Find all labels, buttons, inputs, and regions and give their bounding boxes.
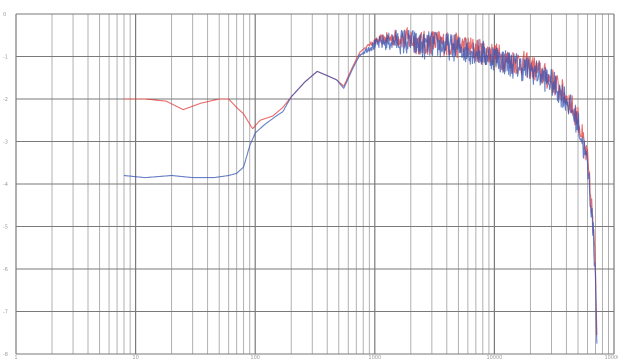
series-group <box>123 27 598 344</box>
y-tick-label: -3 <box>3 140 8 146</box>
series-line-2 <box>123 29 598 344</box>
y-tick-label: -1 <box>3 55 8 61</box>
x-tick-label: 10 <box>132 355 138 360</box>
y-tick-label: -5 <box>3 225 8 231</box>
grid <box>15 13 615 355</box>
y-tick-label: -4 <box>3 182 8 188</box>
x-tick-label: 100000 <box>604 355 618 360</box>
series-line-1 <box>123 27 598 336</box>
x-tick-label: 100 <box>250 355 260 360</box>
x-tick-label: 10000 <box>486 355 502 360</box>
x-tick-label: 1 <box>14 355 17 360</box>
y-tick-label: -7 <box>3 310 8 316</box>
y-tick-label: -8 <box>3 352 8 358</box>
y-tick-label: -2 <box>3 97 8 103</box>
y-tick-label: -6 <box>3 267 8 273</box>
y-tick-label: 0 <box>3 12 6 18</box>
tick-labels: 0 -1 -2 -3 -4 -5 -6 -7 -8 1 10 100 1000 10000 100000 <box>3 12 618 360</box>
x-tick-label: 1000 <box>368 355 381 360</box>
